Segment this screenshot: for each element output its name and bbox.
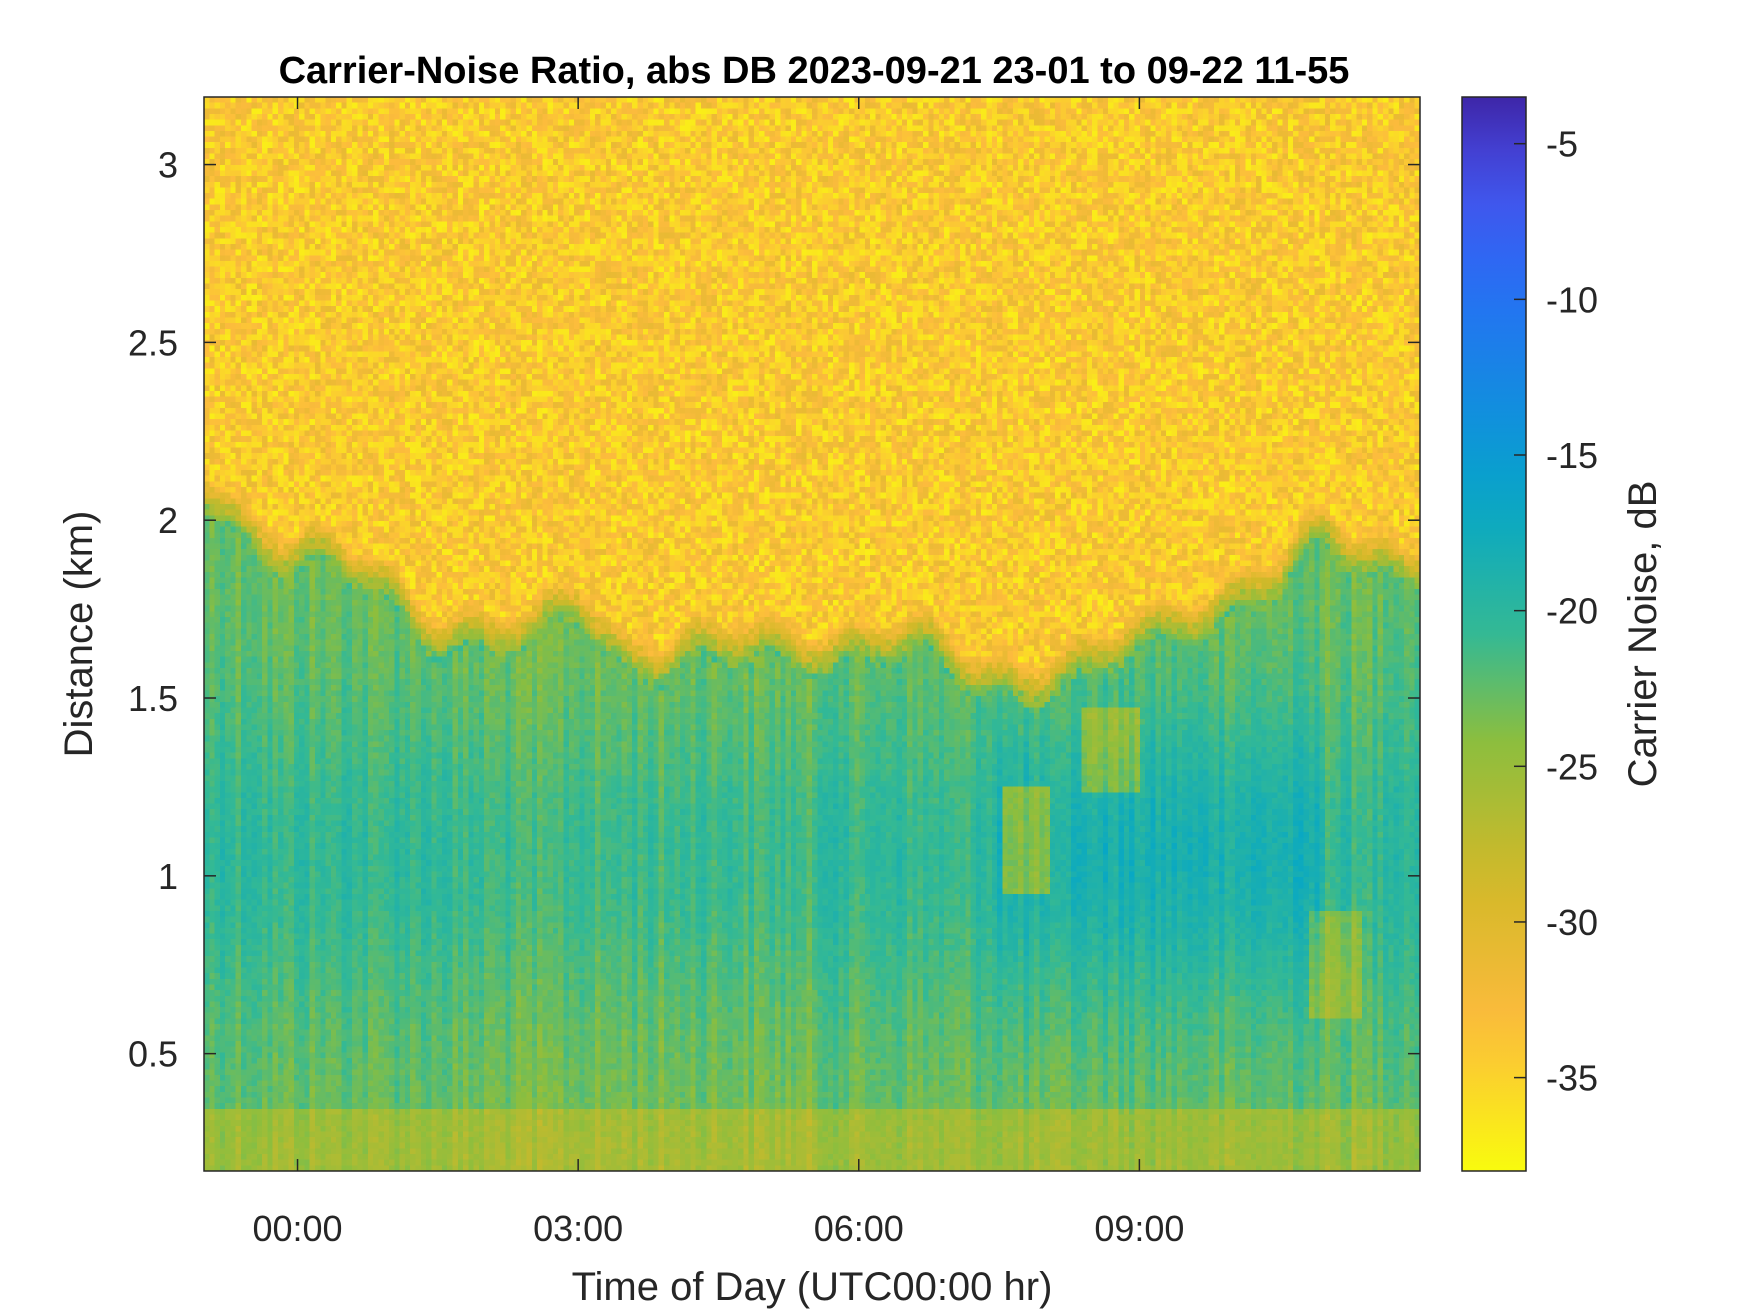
colorbar-ticks: -5 -10 -15 -20 -25 -30 -35 <box>1514 124 1598 1099</box>
colorbar-frame <box>1461 96 1527 1172</box>
x-axis-label: Time of Day (UTC00:00 hr) <box>572 1265 1053 1309</box>
plot-area: 00:00 03:00 06:00 09:00 0.5 1 1.5 2 2.5 3 <box>128 96 1421 1249</box>
y-tick-label: 0.5 <box>128 1034 178 1075</box>
x-tick-label: 00:00 <box>252 1208 342 1249</box>
y-axis-label: Distance (km) <box>57 511 101 758</box>
colorbar-label: Carrier Noise, dB <box>1621 481 1665 788</box>
colorbar-tick-label: -15 <box>1546 435 1598 476</box>
chart-title: Carrier-Noise Ratio, abs DB 2023-09-21 2… <box>279 50 1350 92</box>
colorbar-tick-label: -25 <box>1546 746 1598 787</box>
colorbar-fill <box>1462 97 1526 1171</box>
y-tick-label: 3 <box>158 145 178 186</box>
y-tick-label: 1 <box>158 856 178 897</box>
y-tick-label: 2 <box>158 500 178 541</box>
colorbar-tick-label: -20 <box>1546 591 1598 632</box>
y-tick-label: 1.5 <box>128 678 178 719</box>
x-ticks: 00:00 03:00 06:00 09:00 <box>252 97 1184 1249</box>
plot-frame <box>203 96 1421 1172</box>
colorbar-tick-label: -30 <box>1546 902 1598 943</box>
heatmap-image <box>204 97 1420 1171</box>
colorbar-tick-label: -35 <box>1546 1058 1598 1099</box>
colorbar-tick-label: -5 <box>1546 124 1578 165</box>
y-tick-label: 2.5 <box>128 322 178 363</box>
x-tick-label: 09:00 <box>1094 1208 1184 1249</box>
x-tick-label: 06:00 <box>814 1208 904 1249</box>
colorbar: -5 -10 -15 -20 -25 -30 -35 Carrier Noise, dB <box>1461 96 1665 1172</box>
colorbar-tick-label: -10 <box>1546 279 1598 320</box>
x-tick-label: 03:00 <box>533 1208 623 1249</box>
y-ticks: 0.5 1 1.5 2 2.5 3 <box>128 145 1420 1075</box>
